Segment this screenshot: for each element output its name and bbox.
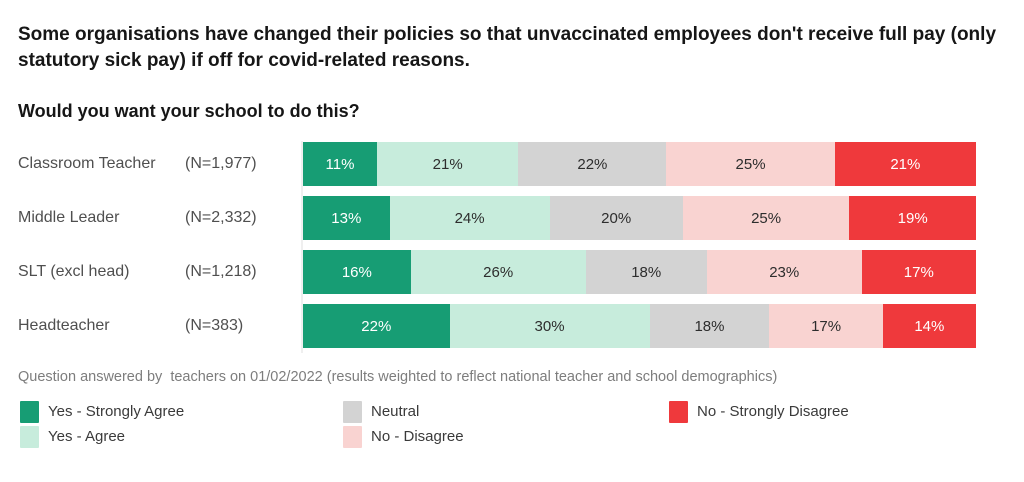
bar-segment-yes-strongly-agree: 16% (303, 250, 411, 294)
segment-value-label: 18% (694, 317, 725, 335)
chart-row-headteacher: Headteacher (N=383) 22% 30% 18% 17% 14% (18, 304, 976, 348)
chart-row-slt-excl-head: SLT (excl head) (N=1,218) 16% 26% 18% 23% 17% (18, 250, 977, 294)
segment-value-label: 17% (903, 263, 934, 281)
legend-item-neutral: Neutral (343, 400, 669, 423)
bar-segment-neutral: 22% (518, 142, 667, 186)
segment-value-label: 22% (361, 317, 392, 335)
bar-segment-yes-strongly-agree: 13% (303, 196, 390, 240)
sample-size-label: (N=383) (185, 317, 244, 334)
bar-segment-yes-strongly-agree: 22% (303, 304, 450, 348)
segment-value-label: 14% (914, 317, 945, 335)
segment-value-label: 17% (811, 317, 842, 335)
bar-segment-no-strongly-disagree: 21% (834, 142, 976, 186)
segment-value-label: 19% (897, 209, 928, 227)
legend-swatch-icon (20, 400, 39, 423)
category-label: SLT (excl head) (18, 263, 130, 280)
stacked-bar: 11% 21% 22% 25% 21% (303, 142, 976, 186)
sample-size-label: (N=1,977) (185, 155, 257, 172)
category-label: Headteacher (18, 317, 110, 334)
legend-label: Yes - Agree (48, 428, 125, 445)
segment-value-label: 21% (890, 155, 921, 173)
legend-item-no-disagree: No - Disagree (343, 425, 669, 448)
bar-segment-yes-agree: 30% (449, 304, 650, 348)
bar-segment-no-disagree: 17% (769, 304, 883, 348)
bar-segment-yes-agree: 21% (377, 142, 519, 186)
chart-row-classroom-teacher: Classroom Teacher (N=1,977) 11% 21% 22% 25% 21… (18, 142, 976, 186)
chart-row-middle-leader: Middle Leader (N=2,332) 13% 24% 20% 25% 19% (18, 196, 976, 240)
category-label: Middle Leader (18, 209, 120, 226)
legend-swatch-icon (343, 425, 362, 448)
sample-size-label: (N=2,332) (185, 209, 257, 226)
y-axis-line (301, 141, 303, 353)
segment-value-label: 16% (341, 263, 372, 281)
bar-segment-neutral: 18% (649, 304, 770, 348)
legend-label: Yes - Strongly Agree (48, 403, 185, 420)
bar-segment-no-disagree: 23% (706, 250, 862, 294)
bar-segment-yes-strongly-agree: 11% (303, 142, 378, 186)
segment-value-label: 13% (331, 209, 362, 227)
segment-value-label: 22% (577, 155, 608, 173)
segment-value-label: 25% (735, 155, 766, 173)
footnote: Question answered by teachers on 01/02/2… (18, 369, 778, 385)
legend-swatch-icon (669, 400, 688, 423)
legend-label: No - Disagree (371, 428, 464, 445)
legend-item-yes-strongly-agree: Yes - Strongly Agree (20, 400, 343, 423)
segment-value-label: 20% (601, 209, 632, 227)
chart-title: Some organisations have changed their po… (18, 24, 997, 71)
segment-value-label: 30% (534, 317, 565, 335)
segment-value-label: 11% (325, 155, 355, 173)
bar-segment-neutral: 18% (585, 250, 707, 294)
stacked-bar: 13% 24% 20% 25% 19% (303, 196, 976, 240)
bar-segment-yes-agree: 24% (389, 196, 550, 240)
bar-segment-no-strongly-disagree: 17% (861, 250, 977, 294)
legend-swatch-icon (20, 425, 39, 448)
bar-segment-no-disagree: 25% (666, 142, 835, 186)
bar-segment-no-strongly-disagree: 19% (849, 196, 976, 240)
segment-value-label: 18% (631, 263, 662, 281)
chart-question: Would you want your school to do this? (18, 101, 360, 121)
stacked-bar: 22% 30% 18% 17% 14% (303, 304, 976, 348)
legend-item-no-strongly-disagree: No - Strongly Disagree (669, 400, 849, 423)
bar-segment-yes-agree: 26% (410, 250, 586, 294)
legend: Yes - Strongly Agree Yes - Agree Neutral No… (20, 399, 849, 449)
legend-label: Neutral (371, 403, 420, 420)
stacked-bar: 16% 26% 18% 23% 17% (303, 250, 977, 294)
bar-segment-no-strongly-disagree: 14% (882, 304, 976, 348)
segment-value-label: 25% (751, 209, 782, 227)
legend-swatch-icon (343, 400, 362, 423)
bar-segment-no-disagree: 25% (682, 196, 850, 240)
segment-value-label: 24% (454, 209, 485, 227)
bar-segment-neutral: 20% (549, 196, 683, 240)
legend-item-yes-agree: Yes - Agree (20, 425, 343, 448)
stacked-bar-chart: Classroom Teacher (N=1,977) 11% 21% 22% 25% 21… (18, 142, 977, 348)
segment-value-label: 21% (432, 155, 463, 173)
segment-value-label: 26% (483, 263, 514, 281)
segment-value-label: 23% (769, 263, 800, 281)
category-label: Classroom Teacher (18, 155, 156, 172)
sample-size-label: (N=1,218) (185, 263, 257, 280)
legend-label: No - Strongly Disagree (697, 403, 849, 420)
